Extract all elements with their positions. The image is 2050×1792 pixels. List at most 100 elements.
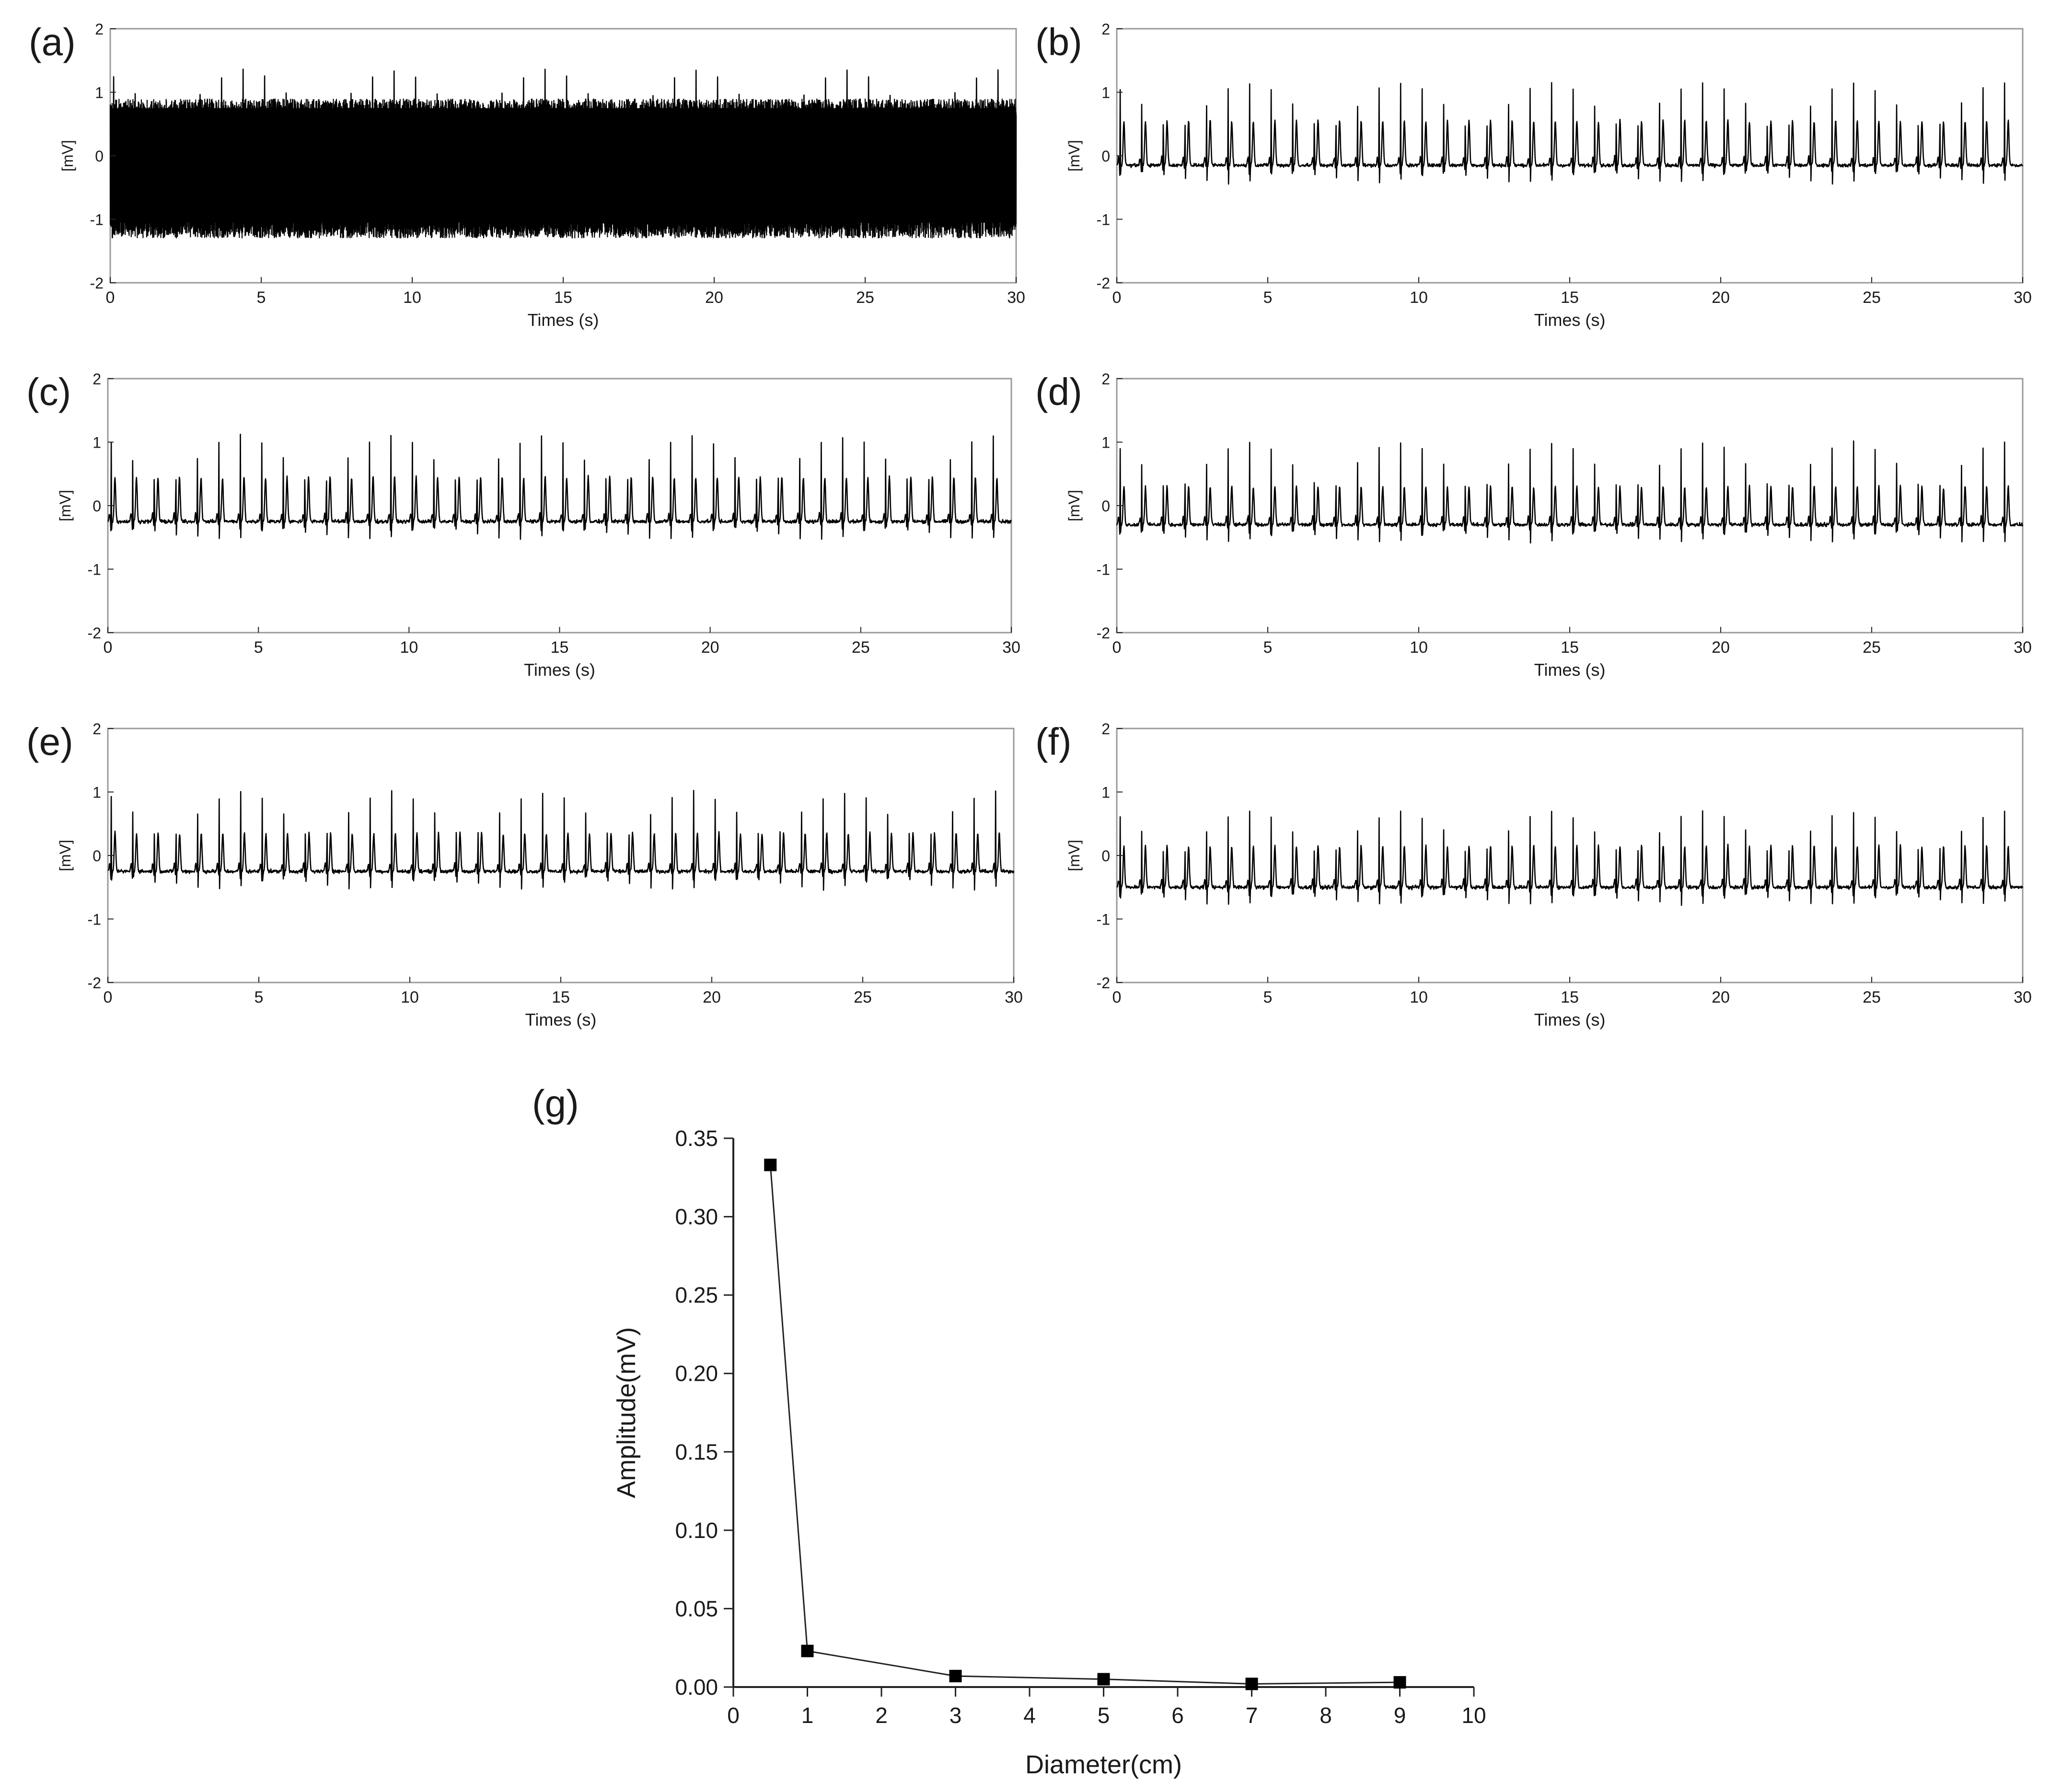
- x-tick-label: 15: [551, 638, 569, 657]
- x-tick-label: 5: [1098, 1703, 1110, 1728]
- x-tick-label: 25: [852, 638, 870, 657]
- x-tick-label: 0: [1112, 988, 1122, 1006]
- panel-c: 0 5 10 15 20 25 30 -2 -1 0 1 2 Times (s) [mV] (c): [26, 370, 1020, 680]
- y-tick-label: 0: [93, 497, 101, 515]
- x-tick-label: 10: [400, 638, 418, 657]
- x-axis-label: Times (s): [524, 660, 595, 680]
- x-tick-label: 20: [703, 988, 721, 1006]
- y-tick-label: -1: [1097, 211, 1110, 229]
- y-tick-label: 1: [1101, 434, 1110, 451]
- panel-e: 0 5 10 15 20 25 30 -2 -1 0 1 2 Times (s) [mV] (e): [26, 720, 1023, 1029]
- ecg-trace: [107, 433, 1012, 540]
- ecg-trace: [109, 69, 1017, 181]
- x-tick-label: 25: [1863, 988, 1881, 1006]
- y-tick-label: 0.20: [675, 1361, 718, 1386]
- x-tick-label: 15: [1561, 988, 1579, 1006]
- x-axis-label: Times (s): [528, 310, 599, 330]
- y-tick-label: 2: [93, 370, 101, 388]
- y-tick-label: -1: [88, 561, 101, 578]
- y-tick-label: -1: [1097, 911, 1110, 928]
- x-axis-label: Times (s): [1534, 310, 1606, 330]
- data-point: [1245, 1677, 1258, 1690]
- x-tick-label: 9: [1394, 1703, 1406, 1728]
- x-tick-label: 20: [705, 289, 723, 307]
- x-tick-label: 20: [1712, 988, 1730, 1006]
- noise-core: [111, 108, 1015, 223]
- data-point: [1393, 1676, 1406, 1689]
- y-tick-label: 2: [1101, 370, 1110, 388]
- y-tick-label: -2: [1097, 974, 1110, 992]
- y-tick-label: 1: [93, 434, 101, 451]
- x-tick-label: 5: [1263, 289, 1273, 307]
- panel-f: 0 5 10 15 20 25 30 -2 -1 0 1 2 Times (s) [mV] (f): [1035, 720, 2032, 1029]
- x-tick-label: 10: [1410, 988, 1428, 1006]
- y-axis-label: [mV]: [1066, 490, 1083, 521]
- y-tick-label: 0: [1101, 148, 1110, 165]
- y-axis-label: [mV]: [1066, 140, 1083, 172]
- x-tick-label: 20: [701, 638, 719, 657]
- y-tick-label: 0.15: [675, 1439, 718, 1464]
- y-tick-label: 0.10: [675, 1518, 718, 1543]
- noise-trace: [109, 98, 1017, 239]
- x-tick-label: 30: [2014, 988, 2032, 1006]
- y-tick-label: -2: [1097, 275, 1110, 292]
- y-tick-label: -2: [90, 275, 104, 292]
- y-axis-label: Amplitude(mV): [612, 1327, 641, 1498]
- x-tick-label: 20: [1712, 289, 1730, 307]
- y-tick-label: -1: [1097, 561, 1110, 578]
- y-axis-label: [mV]: [59, 140, 76, 172]
- x-tick-label: 5: [1263, 988, 1273, 1006]
- x-tick-label: 15: [1561, 638, 1579, 657]
- y-tick-label: 1: [95, 84, 104, 102]
- x-tick-label: 4: [1023, 1703, 1036, 1728]
- panel-label: (c): [26, 370, 71, 413]
- x-tick-label: 3: [950, 1703, 962, 1728]
- x-tick-label: 0: [1112, 289, 1122, 307]
- y-tick-label: 0.30: [675, 1204, 718, 1229]
- x-tick-label: 0: [106, 289, 115, 307]
- y-tick-label: 0.25: [675, 1283, 718, 1307]
- y-tick-label: -1: [88, 911, 101, 928]
- panel-label: (e): [26, 720, 73, 763]
- x-tick-label: 7: [1246, 1703, 1258, 1728]
- ecg-trace: [1116, 440, 2024, 543]
- x-tick-label: 25: [1863, 289, 1881, 307]
- x-axis-label: Times (s): [525, 1010, 597, 1029]
- x-tick-label: 25: [856, 289, 874, 307]
- panel-label: (a): [29, 21, 76, 63]
- x-tick-label: 0: [727, 1703, 740, 1728]
- data-point: [764, 1158, 777, 1171]
- y-tick-label: -2: [88, 624, 101, 642]
- x-axis-label: Times (s): [1534, 1010, 1606, 1029]
- y-tick-label: 2: [93, 720, 101, 738]
- y-tick-label: 0: [95, 148, 104, 165]
- panel-b: 0 5 10 15 20 25 30 -2 -1 0 1 2 Times (s) [mV] (b): [1035, 21, 2032, 330]
- y-tick-label: 2: [1101, 21, 1110, 38]
- panel-label: (g): [532, 1082, 579, 1125]
- y-tick-label: 0: [1101, 847, 1110, 865]
- x-tick-label: 20: [1712, 638, 1730, 657]
- x-tick-label: 30: [1002, 638, 1020, 657]
- x-tick-label: 10: [1410, 638, 1428, 657]
- x-tick-label: 8: [1320, 1703, 1332, 1728]
- ecg-trace: [1116, 810, 2024, 906]
- series-line: [769, 1165, 1400, 1685]
- x-tick-label: 15: [554, 289, 572, 307]
- x-tick-label: 15: [1561, 289, 1579, 307]
- y-tick-label: 0: [93, 847, 101, 865]
- y-tick-label: 2: [1101, 720, 1110, 738]
- y-axis-label: [mV]: [1066, 840, 1083, 871]
- x-tick-label: 10: [401, 988, 419, 1006]
- y-tick-label: 1: [93, 784, 101, 801]
- data-point: [949, 1670, 962, 1683]
- y-axis-label: [mV]: [57, 490, 74, 521]
- y-tick-label: 0.35: [675, 1126, 718, 1151]
- x-tick-label: 5: [254, 638, 263, 657]
- x-tick-label: 30: [2014, 638, 2032, 657]
- y-tick-label: 0.05: [675, 1596, 718, 1621]
- x-tick-label: 10: [1461, 1703, 1486, 1728]
- x-tick-label: 25: [1863, 638, 1881, 657]
- y-tick-label: 2: [95, 21, 104, 38]
- x-tick-label: 5: [255, 988, 264, 1006]
- plot-frame: [1116, 28, 2024, 284]
